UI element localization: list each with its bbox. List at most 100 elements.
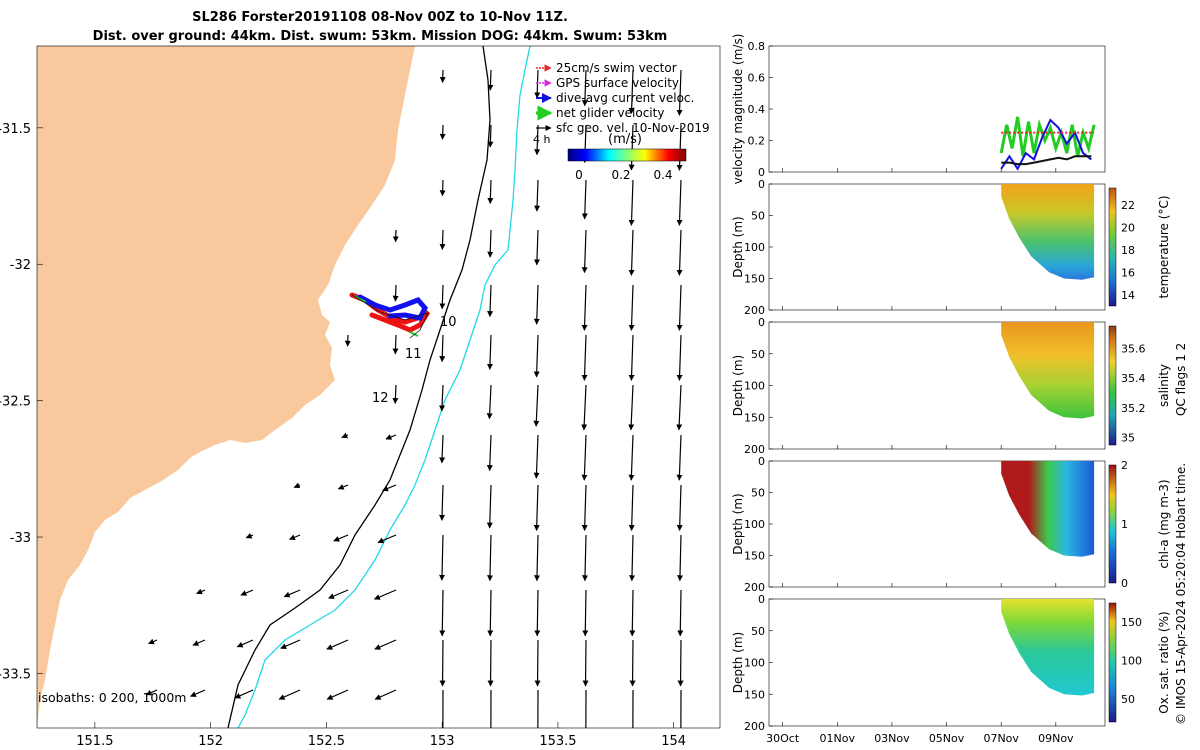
velocity-series: [999, 116, 1096, 157]
section-temperature: [1001, 184, 1095, 280]
surface-velocity-arrow: [534, 69, 541, 99]
surface-velocity-arrow: [676, 484, 683, 532]
panel-y-tick-label: 150: [744, 411, 765, 424]
colorbar-tick-label: 35.6: [1121, 342, 1146, 355]
surface-velocity-arrow: [192, 639, 206, 646]
time-tick-label: 07Nov: [983, 732, 1019, 745]
glider-track: [349, 292, 431, 339]
surface-velocity-arrow: [373, 589, 397, 600]
colorbar-tick-label: 22: [1121, 199, 1135, 212]
panel-y-tick-label: 50: [751, 487, 765, 500]
surface-velocity-arrow: [439, 124, 446, 140]
copyright-label: © IMOS 15-Apr-2024 05:20:04 Hobart time.: [1174, 463, 1188, 725]
surface-velocity-arrow: [392, 384, 399, 404]
surface-velocity-arrow: [392, 284, 399, 302]
surface-velocity-arrow: [341, 432, 349, 439]
panel-y-label: velocity magnitude (m/s): [731, 34, 745, 185]
surface-velocity-arrow: [534, 589, 541, 637]
surface-velocity-arrow: [374, 639, 397, 650]
map-y-tick-label: -33.5: [0, 667, 31, 682]
surface-velocity-arrow: [293, 482, 301, 489]
colorbar-label: salinity: [1157, 364, 1171, 407]
colorbar-tick-label: 14: [1121, 289, 1135, 302]
panel-y-tick-label: 0.8: [748, 40, 766, 53]
legend-item: dive-avg current veloc.: [556, 91, 694, 105]
panel-y-tick-label: 0.6: [748, 72, 766, 85]
colorbar-label: Ox. sat. ratio (%): [1157, 611, 1171, 713]
surface-velocity-arrow: [439, 534, 446, 581]
surface-velocity-arrow: [676, 284, 683, 331]
surface-velocity-arrow: [581, 434, 588, 481]
surface-velocity-arrow: [486, 434, 493, 472]
panel-y-tick-label: 200: [744, 720, 765, 733]
panel-y-tick-label: 0: [758, 166, 765, 179]
scale-arrow-label: 4 h: [533, 133, 550, 146]
surface-velocity-arrow: [289, 534, 301, 541]
velocity-series: [1001, 155, 1092, 166]
surface-velocity-arrow: [486, 334, 493, 370]
time-tick-label: 03Nov: [874, 732, 910, 745]
colorbar-tick-label: 35.4: [1121, 372, 1146, 385]
map-x-tick-label: 154: [661, 734, 686, 749]
surface-velocity-arrow: [533, 434, 540, 479]
surface-velocity-arrow: [382, 484, 397, 492]
panel-y-label: Depth (m): [731, 632, 745, 693]
map-y-axis: -31.5 -32 -32.5 -33 -33.5: [0, 122, 43, 682]
colorbar-tick: 0: [575, 168, 583, 182]
time-tick-label: 30Oct: [766, 732, 800, 745]
surface-velocity-arrow: [240, 589, 254, 596]
panel-y-tick-label: 150: [744, 688, 765, 701]
surface-velocity-arrow: [676, 334, 683, 381]
surface-velocity-arrow: [581, 484, 588, 532]
legend-item: net glider velocity: [556, 106, 664, 120]
colorbar-label: (m/s): [608, 132, 642, 147]
colorbar-temperature: [1108, 187, 1117, 307]
surface-velocity-arrow: [628, 484, 635, 532]
surface-velocity-arrow: [145, 689, 158, 696]
surface-velocity-arrow: [533, 334, 540, 378]
surface-velocity-arrow: [533, 384, 540, 427]
surface-velocity-arrow: [581, 284, 588, 331]
panel-y-tick-label: 0.2: [748, 135, 766, 148]
surface-velocity-arrow: [439, 334, 446, 363]
surface-velocity-arrow: [487, 534, 494, 582]
surface-velocity-arrow: [533, 484, 540, 532]
map-x-tick-label: 153: [430, 734, 455, 749]
surface-velocity-arrow: [676, 124, 683, 171]
section-oxygen: [1001, 599, 1095, 696]
surface-velocity-arrow: [234, 689, 254, 699]
surface-velocity-arrow: [245, 532, 254, 539]
surface-velocity-arrow: [487, 69, 494, 91]
surface-velocity-arrow: [487, 124, 494, 148]
map-y-tick-label: -32.5: [0, 395, 31, 410]
colorbar-tick-label: 20: [1121, 221, 1135, 234]
colorbar-tick-label: 18: [1121, 244, 1135, 257]
surface-velocity-arrow: [236, 639, 254, 648]
day-label: 11: [405, 347, 422, 362]
track-line: [351, 294, 429, 339]
day-label: 12: [372, 391, 389, 406]
surface-velocity-arrow: [439, 434, 446, 464]
surface-velocity-arrow: [385, 434, 397, 440]
surface-velocity-arrow: [628, 384, 635, 431]
surface-velocity-arrow: [629, 534, 636, 582]
panel-y-tick-label: 50: [751, 625, 765, 638]
surface-velocity-arrow: [487, 589, 494, 637]
surface-velocity-arrow: [487, 284, 494, 318]
surface-velocity-arrow: [196, 588, 206, 595]
surface-velocity-arrow: [392, 334, 399, 355]
colorbar-label: chl-a (mg m-3): [1157, 479, 1171, 568]
surface-velocity-arrow: [278, 689, 301, 700]
surface-velocity-arrow: [487, 229, 494, 258]
map-x-tick-label: 152.5: [308, 734, 345, 749]
map-y-tick-label: -31.5: [0, 122, 31, 137]
surface-velocity-arrow: [582, 534, 589, 582]
colorbar-tick-label: 100: [1121, 655, 1142, 668]
surface-velocity-arrow: [628, 334, 635, 381]
map-y-tick-label: -32: [10, 258, 31, 273]
panel-y-tick-label: 50: [751, 348, 765, 361]
colorbar-tick-label: 1: [1121, 518, 1128, 531]
land-mass: [37, 46, 415, 728]
surface-velocity-arrow: [439, 484, 446, 521]
